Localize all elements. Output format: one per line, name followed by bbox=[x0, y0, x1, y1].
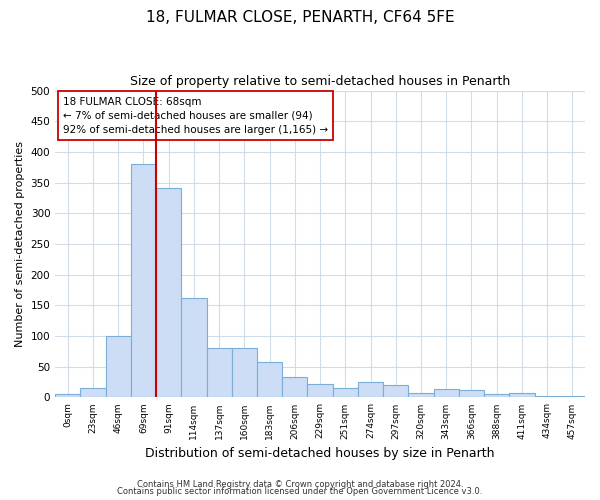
Bar bbox=[509, 392, 535, 398]
Bar bbox=[535, 396, 560, 398]
Bar bbox=[156, 188, 181, 398]
Bar bbox=[131, 164, 156, 398]
Bar bbox=[409, 392, 434, 398]
Bar bbox=[206, 348, 232, 398]
X-axis label: Distribution of semi-detached houses by size in Penarth: Distribution of semi-detached houses by … bbox=[145, 447, 495, 460]
Bar bbox=[282, 377, 307, 398]
Title: Size of property relative to semi-detached houses in Penarth: Size of property relative to semi-detach… bbox=[130, 75, 510, 88]
Text: Contains public sector information licensed under the Open Government Licence v3: Contains public sector information licen… bbox=[118, 487, 482, 496]
Bar bbox=[80, 388, 106, 398]
Text: 18 FULMAR CLOSE: 68sqm
← 7% of semi-detached houses are smaller (94)
92% of semi: 18 FULMAR CLOSE: 68sqm ← 7% of semi-deta… bbox=[63, 96, 328, 134]
Bar bbox=[358, 382, 383, 398]
Text: 18, FULMAR CLOSE, PENARTH, CF64 5FE: 18, FULMAR CLOSE, PENARTH, CF64 5FE bbox=[146, 10, 454, 25]
Bar bbox=[106, 336, 131, 398]
Bar bbox=[459, 390, 484, 398]
Text: Contains HM Land Registry data © Crown copyright and database right 2024.: Contains HM Land Registry data © Crown c… bbox=[137, 480, 463, 489]
Bar bbox=[55, 394, 80, 398]
Bar bbox=[383, 385, 409, 398]
Bar bbox=[434, 389, 459, 398]
Bar bbox=[560, 396, 585, 398]
Y-axis label: Number of semi-detached properties: Number of semi-detached properties bbox=[15, 141, 25, 347]
Bar bbox=[307, 384, 332, 398]
Bar bbox=[232, 348, 257, 398]
Bar bbox=[484, 394, 509, 398]
Bar bbox=[257, 362, 282, 398]
Bar bbox=[181, 298, 206, 398]
Bar bbox=[332, 388, 358, 398]
